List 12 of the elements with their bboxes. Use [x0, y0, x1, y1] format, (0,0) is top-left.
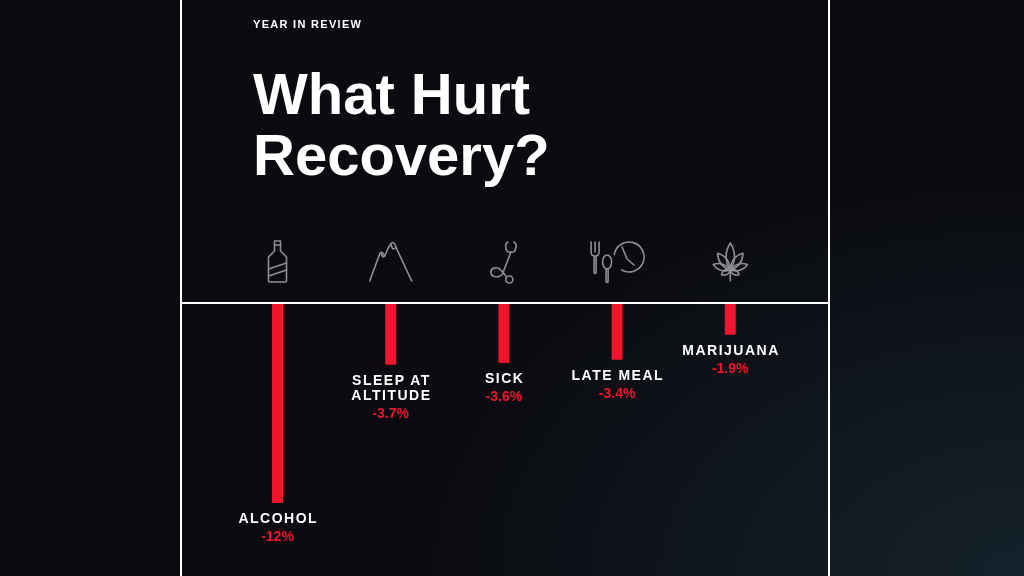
data-label: -12% [261, 528, 295, 544]
chart-subtitle: YEAR IN REVIEW [253, 18, 363, 31]
x-tick-label: SLEEP AT ALTITUDE [351, 371, 432, 403]
data-label: -3.6% [485, 388, 523, 404]
data-label: -3.7% [372, 404, 410, 421]
x-tick-label: LATE MEAL [571, 366, 665, 383]
data-label: -1.9% [712, 359, 750, 376]
x-tick-label: MARIJUANA [682, 341, 780, 358]
x-tick-label: SICK [484, 370, 525, 386]
data-label: -3.4% [598, 384, 636, 401]
x-tick-label: ALCOHOL [238, 510, 319, 526]
chart-title: What Hurt Recovery? [253, 61, 551, 187]
